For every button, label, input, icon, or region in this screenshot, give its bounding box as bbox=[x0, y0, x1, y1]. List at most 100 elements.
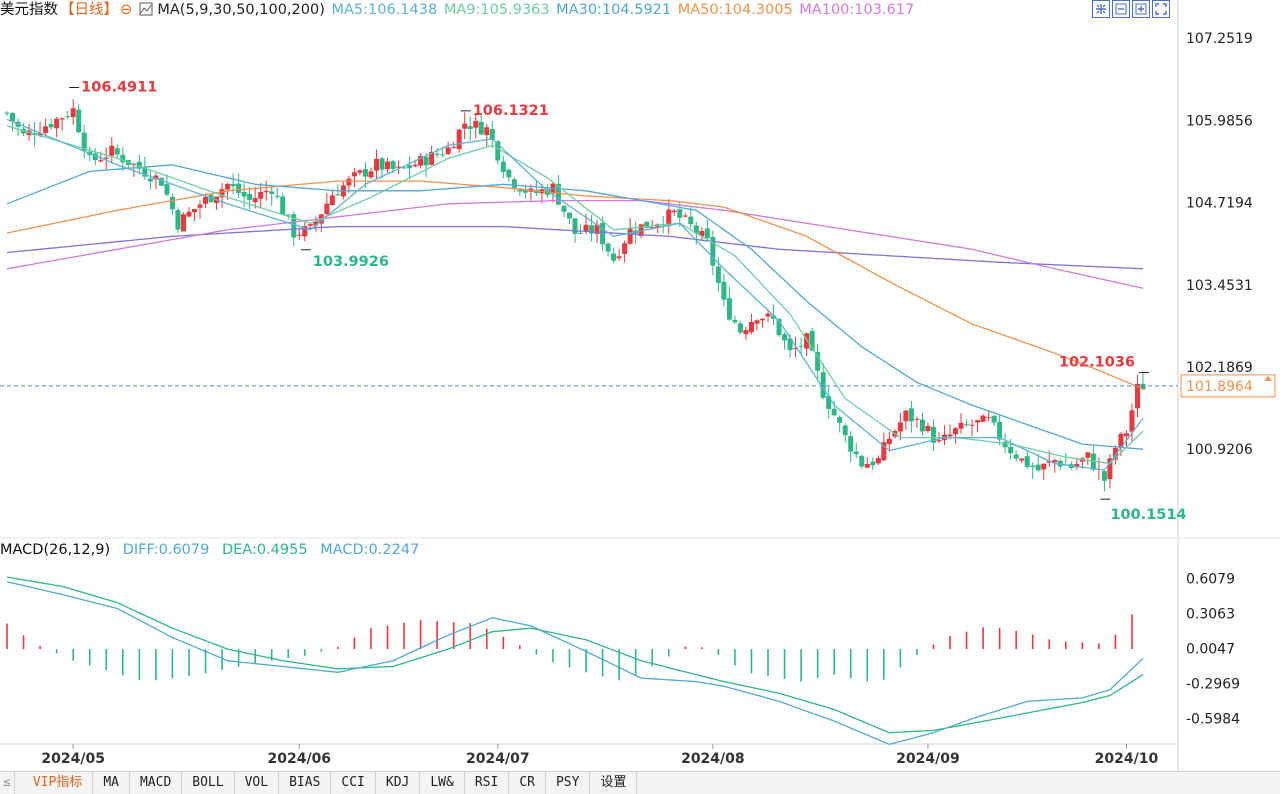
ma9-value: MA9:105.9363 bbox=[443, 2, 550, 18]
candle-body bbox=[605, 243, 611, 252]
candle-body bbox=[478, 121, 484, 135]
tab-rsi[interactable]: RSI bbox=[465, 772, 510, 794]
tab-settings[interactable]: 设置 bbox=[590, 772, 638, 794]
grid-icon[interactable] bbox=[1092, 0, 1110, 18]
candle-body bbox=[589, 225, 595, 234]
candle-body bbox=[561, 205, 567, 212]
tab-bias[interactable]: BIAS bbox=[279, 772, 332, 794]
candle-body bbox=[627, 227, 633, 244]
annotation-label: 103.9926 bbox=[313, 254, 389, 270]
candle-body bbox=[649, 227, 655, 229]
candle-body bbox=[594, 224, 600, 234]
candle-body bbox=[329, 195, 335, 206]
candle-body bbox=[914, 418, 920, 420]
current-price-label: 101.8964 bbox=[1186, 379, 1253, 395]
tab-lw[interactable]: LW& bbox=[420, 772, 465, 794]
candle-body bbox=[864, 463, 870, 468]
candle-body bbox=[616, 256, 622, 259]
candle-body bbox=[158, 177, 164, 186]
candle-body bbox=[798, 345, 804, 347]
candle-body bbox=[291, 214, 297, 238]
candle-body bbox=[43, 126, 49, 134]
candle-body bbox=[936, 440, 942, 442]
candle-body bbox=[103, 157, 109, 159]
candle-body bbox=[853, 451, 859, 455]
candle-body bbox=[925, 425, 931, 432]
period-label[interactable]: 【日线】 bbox=[60, 2, 118, 18]
tab-cci[interactable]: CCI bbox=[331, 772, 376, 794]
zoom-out-icon[interactable] bbox=[1112, 0, 1130, 18]
price-tick-label: 100.9206 bbox=[1186, 442, 1253, 458]
candle-body bbox=[782, 334, 788, 341]
candle-body bbox=[958, 422, 964, 429]
tab-vip[interactable]: VIP指标 bbox=[15, 772, 94, 794]
candle-body bbox=[804, 333, 810, 349]
candle-body bbox=[473, 120, 479, 128]
zoom-in-icon[interactable] bbox=[1132, 0, 1150, 18]
fullscreen-icon[interactable] bbox=[1152, 0, 1170, 18]
candle-body bbox=[147, 178, 153, 182]
candle-body bbox=[467, 126, 473, 130]
annotation-label: 102.1036 bbox=[1059, 354, 1135, 370]
tab-cr[interactable]: CR bbox=[509, 772, 546, 794]
time-tick-label: 2024/09 bbox=[896, 751, 960, 767]
candle-body bbox=[638, 224, 644, 236]
candle-body bbox=[379, 158, 385, 170]
time-tick-label: 2024/05 bbox=[41, 751, 105, 767]
candle-body bbox=[704, 228, 710, 239]
candle-body bbox=[236, 183, 242, 194]
tab-vol[interactable]: VOL bbox=[235, 772, 280, 794]
collapse-icon[interactable]: ⊖ bbox=[120, 2, 133, 18]
tab-ma[interactable]: MA bbox=[93, 772, 130, 794]
ma100-line bbox=[6, 199, 1144, 289]
price-tick-label: 105.9856 bbox=[1186, 113, 1253, 129]
candle-body bbox=[699, 230, 705, 237]
candle-body bbox=[688, 216, 694, 225]
candle-body bbox=[930, 426, 936, 443]
candle-body bbox=[820, 372, 826, 398]
candle-body bbox=[787, 338, 793, 351]
tab-boll[interactable]: BOLL bbox=[182, 772, 235, 794]
candle-body bbox=[1002, 441, 1008, 448]
macd-tick-label: -0.2969 bbox=[1186, 677, 1240, 693]
candle-body bbox=[37, 133, 43, 136]
candle-body bbox=[809, 330, 815, 351]
macd-tick-label: 0.3063 bbox=[1186, 607, 1235, 623]
candle-body bbox=[258, 191, 264, 199]
tab-macd[interactable]: MACD bbox=[130, 772, 183, 794]
tab-scroll-left[interactable]: ≤ bbox=[0, 772, 15, 794]
tab-kdj[interactable]: KDJ bbox=[376, 772, 421, 794]
macd-tick-label: -0.5984 bbox=[1186, 712, 1240, 728]
candle-body bbox=[897, 422, 903, 432]
ma30-value: MA30:104.5921 bbox=[556, 2, 672, 18]
candle-body bbox=[919, 419, 925, 432]
indicator-tabs: ≤ VIP指标 MA MACD BOLL VOL BIAS CCI KDJ LW… bbox=[0, 771, 1280, 794]
candle-body bbox=[412, 164, 418, 167]
candle-body bbox=[842, 425, 848, 436]
candle-body bbox=[136, 161, 142, 169]
candle-body bbox=[622, 243, 628, 255]
candle-body bbox=[4, 112, 10, 114]
candle-body bbox=[511, 179, 517, 188]
candle-body bbox=[1013, 454, 1019, 459]
candle-body bbox=[969, 424, 975, 426]
candle-body bbox=[186, 211, 192, 217]
candle-body bbox=[362, 169, 368, 177]
time-tick-label: 2024/07 bbox=[466, 751, 530, 767]
candle-body bbox=[1074, 463, 1080, 468]
time-tick-label: 2024/06 bbox=[267, 751, 331, 767]
current-price-arrow-icon bbox=[1264, 375, 1272, 381]
candle-body bbox=[451, 147, 457, 149]
candle-body bbox=[1112, 447, 1118, 460]
candle-body bbox=[737, 323, 743, 333]
candle-body bbox=[522, 189, 528, 193]
candle-body bbox=[59, 118, 65, 120]
candle-body bbox=[726, 298, 732, 320]
tab-psy[interactable]: PSY bbox=[546, 772, 591, 794]
candle-body bbox=[1024, 456, 1030, 467]
annotation-label: 100.1514 bbox=[1110, 507, 1186, 523]
candles bbox=[4, 99, 1146, 492]
candle-body bbox=[1140, 383, 1146, 390]
candle-body bbox=[65, 116, 71, 118]
